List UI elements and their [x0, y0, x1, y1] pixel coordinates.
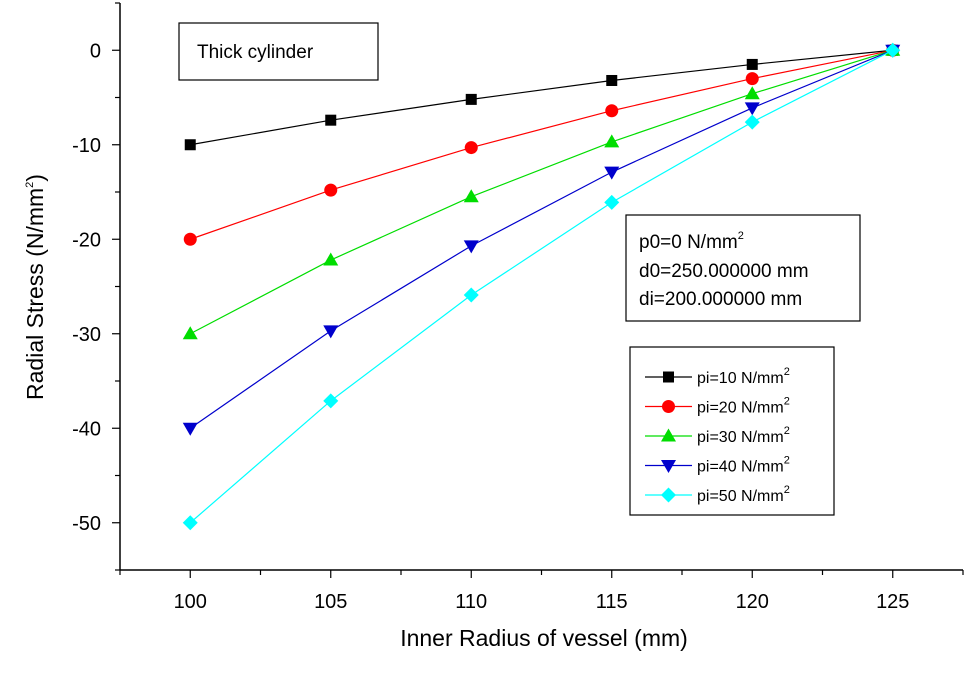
data-point [745, 72, 759, 86]
data-point [325, 114, 337, 126]
series-line [190, 49, 893, 240]
legend-entry: pi=50 N/mm2 [645, 484, 790, 505]
data-point [605, 104, 619, 118]
data-point [184, 139, 196, 151]
data-point [182, 326, 198, 340]
data-point [604, 194, 620, 210]
params-line-p0: p0=0 N/mm2 [639, 230, 744, 253]
data-point [324, 183, 338, 197]
series-3 [182, 42, 901, 340]
params-box-frame [625, 214, 861, 322]
legend-entry: pi=20 N/mm2 [645, 396, 790, 417]
x-tick-label: 120 [736, 591, 769, 613]
data-point [463, 240, 479, 254]
data-point [323, 325, 339, 339]
legend-marker [661, 487, 676, 503]
data-point [464, 141, 478, 155]
label-box-frame [178, 22, 379, 81]
x-tick-label: 105 [314, 591, 347, 613]
legend-label: pi=30 N/mm2 [697, 425, 790, 446]
y-tick-label: -30 [72, 324, 101, 346]
data-point [885, 42, 901, 58]
legend: pi=10 N/mm2 pi=20 N/mm2 pi=30 N/mm2 pi=40 N… [629, 346, 835, 516]
y-tick-label: -10 [72, 135, 101, 157]
params-line-d0: d0=250.000000 mm [639, 261, 809, 282]
legend-entry: pi=10 N/mm2 [645, 366, 790, 387]
data-point [604, 166, 620, 180]
legend-label: pi=10 N/mm2 [697, 366, 790, 387]
series-line [189, 49, 893, 335]
data-point [604, 134, 620, 148]
y-tick-label: 0 [90, 40, 101, 62]
y-tick-label: -40 [72, 418, 101, 440]
data-point [465, 93, 477, 105]
params-box: p0=0 N/mm2 d0=250.000000 mm di=200.00000… [625, 214, 861, 322]
series-line [190, 49, 893, 146]
y-tick-label: -50 [72, 513, 101, 535]
data-point [746, 58, 758, 70]
y-tick-label: -20 [72, 229, 101, 251]
y-axis-title: Radial Stress (N/mm2) [22, 174, 48, 400]
legend-label: pi=40 N/mm2 [697, 455, 790, 476]
x-axis-title: Inner Radius of vessel (mm) [400, 625, 688, 651]
x-tick-label: 115 [596, 591, 628, 613]
x-tick-label: 125 [876, 591, 909, 613]
series-line [189, 49, 894, 524]
x-tick-label: 110 [455, 591, 487, 613]
data-point [463, 287, 479, 303]
data-point [606, 74, 618, 86]
legend-marker [661, 460, 676, 473]
data-point [744, 114, 760, 130]
data-point [744, 102, 760, 116]
series-line [189, 49, 893, 429]
label-box-text: Thick cylinder [197, 42, 314, 63]
legend-entry: pi=40 N/mm2 [645, 455, 790, 476]
legend-label: pi=50 N/mm2 [697, 484, 790, 505]
legend-marker [662, 400, 675, 413]
legend-entry: pi=30 N/mm2 [645, 425, 790, 446]
params-line-di: di=200.000000 mm [639, 289, 802, 310]
legend-label: pi=20 N/mm2 [697, 396, 790, 417]
data-point [183, 232, 197, 246]
axes: 100 105 110 115 120 125 0 -10 -20 -30 -40 -50 [72, 2, 964, 613]
series-layer [182, 42, 901, 531]
legend-marker [663, 371, 674, 383]
data-point [182, 422, 198, 436]
data-point [323, 393, 339, 409]
data-point [182, 515, 198, 531]
x-tick-label: 100 [174, 591, 207, 613]
data-point [463, 189, 479, 203]
legend-marker [661, 428, 676, 442]
label-box: Thick cylinder [178, 22, 379, 81]
data-point [323, 252, 339, 266]
series-5 [182, 42, 901, 531]
data-point [744, 86, 760, 100]
